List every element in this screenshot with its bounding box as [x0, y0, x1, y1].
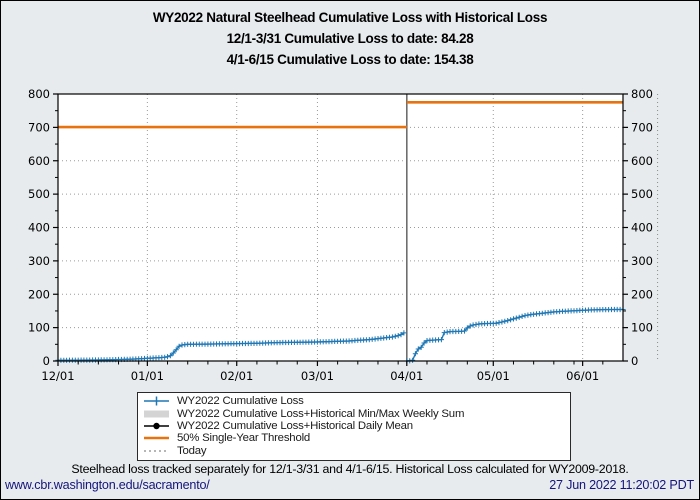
y-tick-label-left: 200	[28, 287, 50, 301]
legend-item-cumulative-loss: WY2022 Cumulative Loss	[138, 395, 570, 407]
dotted-line-icon	[144, 450, 169, 452]
y-tick-label-right: 300	[631, 254, 653, 268]
x-tick-label: 05/01	[477, 369, 510, 383]
chart-title: WY2022 Natural Steelhead Cumulative Loss…	[152, 10, 548, 25]
y-tick-label-right: 800	[631, 87, 653, 101]
line-plus-icon	[144, 396, 169, 406]
y-tick-label-left: 100	[28, 321, 50, 335]
footer-row: www.cbr.washington.edu/sacramento/ 27 Ju…	[5, 478, 694, 492]
legend: WY2022 Cumulative Loss WY2022 Cumulative…	[137, 392, 571, 461]
plot-background	[58, 94, 623, 361]
x-tick-label: 04/01	[390, 369, 423, 383]
legend-item-daily-mean: WY2022 Cumulative Loss+Historical Daily …	[138, 420, 570, 432]
legend-item-threshold: 50% Single-Year Threshold	[138, 432, 570, 444]
chart-subtitle-period2: 4/1-6/15 Cumulative Loss to date: 154.38	[226, 52, 474, 67]
y-tick-label-right: 0	[631, 354, 638, 368]
y-tick-label-left: 600	[28, 154, 50, 168]
chart-title-block: WY2022 Natural Steelhead Cumulative Loss…	[1, 7, 699, 70]
gray-patch-icon	[144, 410, 169, 418]
chart-subtitle-period1: 12/1-3/31 Cumulative Loss to date: 84.28	[226, 31, 474, 46]
y-tick-label-left: 0	[43, 354, 50, 368]
legend-item-minmax-weekly-sum: WY2022 Cumulative Loss+Historical Min/Ma…	[138, 407, 570, 420]
legend-label: Today	[177, 444, 207, 457]
y-tick-label-left: 500	[28, 187, 50, 201]
x-tick-label: 03/01	[301, 369, 334, 383]
y-tick-label-left: 400	[28, 221, 50, 235]
legend-label: 50% Single-Year Threshold	[177, 432, 311, 445]
y-tick-label-left: 800	[28, 87, 50, 101]
x-tick-label: 02/01	[220, 369, 253, 383]
y-tick-label-left: 700	[28, 120, 50, 134]
y-tick-label-right: 100	[631, 321, 653, 335]
footer-note: Steelhead loss tracked separately for 12…	[71, 462, 629, 476]
x-tick-label: 01/01	[131, 369, 164, 383]
y-tick-label-right: 400	[631, 221, 653, 235]
legend-label: WY2022 Cumulative Loss+Historical Daily …	[177, 419, 413, 432]
y-tick-label-right: 200	[631, 287, 653, 301]
y-tick-label-right: 500	[631, 187, 653, 201]
legend-item-today: Today	[138, 445, 570, 457]
x-tick-label: 12/01	[41, 369, 74, 383]
x-tick-label: 06/01	[566, 369, 599, 383]
generated-timestamp: 27 Jun 2022 11:20:02 PDT	[549, 478, 694, 492]
y-tick-label-left: 300	[28, 254, 50, 268]
line-dot-icon	[144, 422, 169, 430]
orange-line-icon	[144, 437, 169, 440]
y-tick-label-right: 700	[631, 120, 653, 134]
legend-label: WY2022 Cumulative Loss	[177, 395, 304, 408]
cbr-sacramento-link[interactable]: www.cbr.washington.edu/sacramento/	[5, 478, 210, 492]
legend-label: WY2022 Cumulative Loss+Historical Min/Ma…	[177, 407, 465, 420]
y-tick-label-right: 600	[631, 154, 653, 168]
